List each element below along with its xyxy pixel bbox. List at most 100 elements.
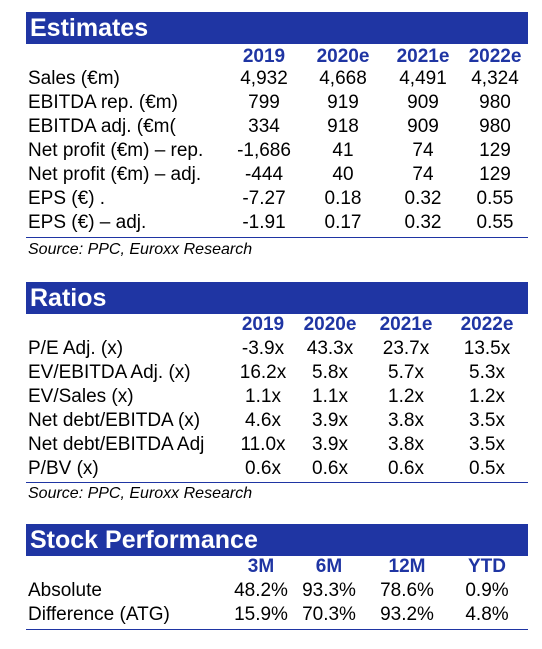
estimates-cell: 0.32 xyxy=(404,188,442,209)
estimates-cell: 799 xyxy=(248,92,280,113)
estimates-cell: 0.18 xyxy=(324,188,362,209)
stock-performance-row-label: Difference (ATG) xyxy=(28,604,170,625)
ratios-cell: 0.6x xyxy=(388,458,424,479)
estimates-cell: 0.17 xyxy=(324,212,362,233)
ratios-cell: -3.9x xyxy=(241,338,285,359)
estimates-section: Estimates 2019 2020e 2021e 2022e Sales (… xyxy=(26,12,528,262)
estimates-row-label: Net profit (€m) – rep. xyxy=(28,140,204,161)
ratios-cell: 3.8x xyxy=(388,434,424,455)
stock-performance-section: Stock Performance 3M 6M 12M YTD Absolute… xyxy=(26,524,528,634)
estimates-cell: 334 xyxy=(248,116,280,137)
stock-performance-cell: 78.6% xyxy=(380,580,434,601)
ratios-cell: 1.2x xyxy=(388,386,424,407)
ratios-cell: 3.9x xyxy=(312,410,348,431)
estimates-cell: -1,686 xyxy=(237,140,291,161)
ratios-cell: 0.6x xyxy=(312,458,348,479)
estimates-cell: 0.55 xyxy=(476,188,514,209)
ratios-col-header: 2022e xyxy=(460,314,514,335)
estimates-row-label: EPS (€) – adj. xyxy=(28,212,147,233)
estimates-cell: 41 xyxy=(332,140,354,161)
ratios-cell: 4.6x xyxy=(245,410,281,431)
ratios-cell: 0.5x xyxy=(469,458,505,479)
estimates-col-header: 2022e xyxy=(468,46,522,67)
ratios-title-bar: Ratios xyxy=(26,282,528,314)
estimates-cell: 74 xyxy=(412,164,434,185)
ratios-cell: 43.3x xyxy=(306,338,354,359)
ratios-cell: 1.1x xyxy=(312,386,348,407)
ratios-row-label: EV/Sales (x) xyxy=(28,386,134,407)
ratios-row-label: P/BV (x) xyxy=(28,458,99,479)
estimates-cell: 919 xyxy=(327,92,359,113)
estimates-col-header: 2019 xyxy=(242,46,286,67)
ratios-cell: 0.6x xyxy=(245,458,281,479)
stock-performance-cell: 70.3% xyxy=(302,604,356,625)
estimates-row-label: EPS (€) . xyxy=(28,188,106,209)
estimates-cell: 909 xyxy=(407,116,439,137)
estimates-cell: 4,324 xyxy=(471,68,519,89)
ratios-cell: 3.5x xyxy=(469,410,505,431)
ratios-divider xyxy=(26,482,528,483)
stock-performance-divider xyxy=(26,629,528,630)
ratios-cell: 3.8x xyxy=(388,410,424,431)
ratios-cell: 1.1x xyxy=(245,386,281,407)
estimates-cell: 980 xyxy=(479,92,511,113)
estimates-cell: 0.32 xyxy=(404,212,442,233)
estimates-cell: 40 xyxy=(332,164,354,185)
estimates-cell: -7.27 xyxy=(242,188,286,209)
stock-performance-col-header: 12M xyxy=(388,556,426,577)
ratios-source-note: Source: PPC, Euroxx Research xyxy=(28,485,253,502)
ratios-section: Ratios 2019 2020e 2021e 2022e P/E Adj. (… xyxy=(26,282,528,508)
estimates-cell: -444 xyxy=(244,164,284,185)
estimates-source-note: Source: PPC, Euroxx Research xyxy=(28,241,253,258)
ratios-cell: 16.2x xyxy=(239,362,287,383)
estimates-cell: 129 xyxy=(479,164,511,185)
ratios-cell: 5.7x xyxy=(388,362,424,383)
ratios-cell: 3.9x xyxy=(312,434,348,455)
stock-performance-cell: 15.9% xyxy=(234,604,288,625)
estimates-cell: 4,491 xyxy=(399,68,447,89)
ratios-cell: 13.5x xyxy=(463,338,511,359)
stock-performance-cell: 48.2% xyxy=(234,580,288,601)
estimates-cell: 4,932 xyxy=(240,68,288,89)
stock-performance-cell: 93.3% xyxy=(302,580,356,601)
ratios-col-header: 2020e xyxy=(303,314,357,335)
estimates-row-label: EBITDA rep. (€m) xyxy=(28,92,178,113)
estimates-row-label: Sales (€m) xyxy=(28,68,120,89)
estimates-title: Estimates xyxy=(30,14,149,42)
estimates-col-header: 2021e xyxy=(396,46,450,67)
estimates-cell: 0.55 xyxy=(476,212,514,233)
estimates-cell: 4,668 xyxy=(319,68,367,89)
stock-performance-cell: 4.8% xyxy=(465,604,509,625)
ratios-col-header: 2021e xyxy=(379,314,433,335)
ratios-row-label: P/E Adj. (x) xyxy=(28,338,124,359)
estimates-cell: 74 xyxy=(412,140,434,161)
ratios-row-label: EV/EBITDA Adj. (x) xyxy=(28,362,191,383)
ratios-cell: 23.7x xyxy=(382,338,430,359)
stock-performance-col-header: YTD xyxy=(468,556,506,577)
estimates-cell: 909 xyxy=(407,92,439,113)
ratios-cell: 5.3x xyxy=(469,362,505,383)
stock-performance-cell: 0.9% xyxy=(465,580,509,601)
ratios-row-label: Net debt/EBITDA Adj xyxy=(28,434,205,455)
estimates-row-label: EBITDA adj. (€m( xyxy=(28,116,176,137)
estimates-cell: 980 xyxy=(479,116,511,137)
ratios-cell: 5.8x xyxy=(312,362,348,383)
stock-performance-row-label: Absolute xyxy=(28,580,102,601)
estimates-cell: 129 xyxy=(479,140,511,161)
estimates-cell: -1.91 xyxy=(242,212,286,233)
ratios-cell: 11.0x xyxy=(240,434,286,455)
estimates-row-label: Net profit (€m) – adj. xyxy=(28,164,202,185)
estimates-cell: 918 xyxy=(327,116,359,137)
stock-performance-col-header: 3M xyxy=(247,556,275,577)
ratios-title: Ratios xyxy=(30,284,107,312)
estimates-divider xyxy=(26,237,528,238)
estimates-col-header: 2020e xyxy=(316,46,370,67)
stock-performance-title: Stock Performance xyxy=(30,526,258,554)
stock-performance-title-bar: Stock Performance xyxy=(26,524,528,556)
stock-performance-col-header: 6M xyxy=(315,556,343,577)
ratios-cell: 3.5x xyxy=(469,434,505,455)
estimates-title-bar: Estimates xyxy=(26,12,528,44)
ratios-col-header: 2019 xyxy=(241,314,285,335)
ratios-cell: 1.2x xyxy=(469,386,505,407)
stock-performance-cell: 93.2% xyxy=(380,604,434,625)
